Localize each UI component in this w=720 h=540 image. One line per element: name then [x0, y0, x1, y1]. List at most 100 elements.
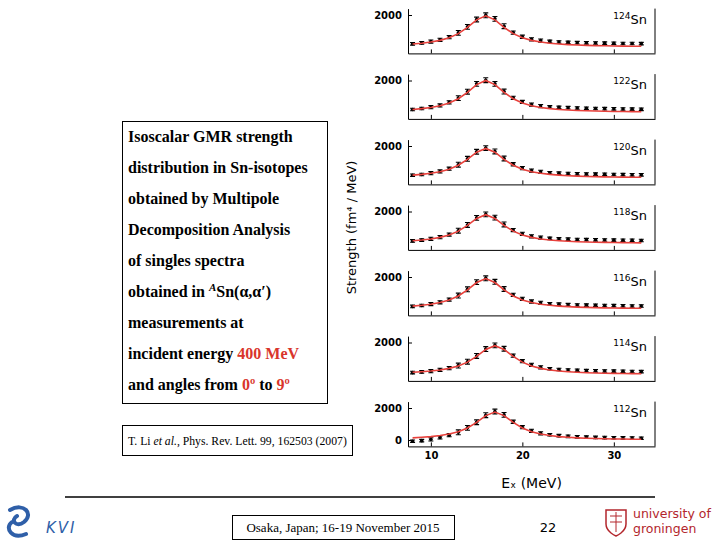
tick-mark: [522, 246, 523, 250]
error-bar: [620, 370, 625, 373]
marks: [410, 212, 644, 243]
error-bar: [602, 107, 607, 110]
reference-run: , Phys. Rev. Lett. 99, 162503 (2007): [177, 435, 347, 448]
tick: [431, 246, 432, 250]
text-line: distribution in Sn-isotopes: [128, 159, 308, 177]
frame-line: [655, 205, 656, 250]
error-bar: [575, 369, 580, 372]
text-run: of singles spectra: [128, 252, 244, 270]
data-point: [612, 42, 616, 46]
text-run: obtained by Multipole: [128, 190, 279, 208]
frame-line: [655, 140, 656, 185]
text-line: measurements at: [128, 314, 244, 331]
error-bar: [611, 42, 616, 45]
tick: [614, 49, 615, 53]
tick: 2000: [374, 206, 412, 217]
error-bar: [620, 42, 625, 45]
tick-mark: [522, 115, 523, 119]
tick-mark: [431, 377, 432, 381]
reference-box: T. Li et al., Phys. Rev. Lett. 99, 16250…: [123, 426, 353, 456]
error-bar: [611, 108, 616, 111]
y-axis: 2000: [374, 337, 412, 382]
text-run: distribution in Sn-isotopes: [128, 159, 308, 177]
error-bar: [593, 107, 598, 110]
data-point: [621, 107, 625, 111]
error-bar: [584, 369, 589, 372]
reference-run: T. Li: [128, 435, 153, 448]
tick: [522, 49, 523, 53]
fit-line: [413, 279, 642, 309]
error-bar: [630, 174, 635, 177]
text-line: Decomposition Analysis: [128, 221, 290, 239]
logo-text: university of: [633, 506, 711, 521]
fit-line: [413, 16, 642, 46]
data-point: [621, 370, 625, 374]
logo-icon: [610, 512, 622, 532]
data-point: [639, 173, 643, 177]
error-bar: [620, 305, 625, 308]
tick-mark: [522, 180, 523, 184]
error-bar: [611, 304, 616, 307]
fit-line: [413, 346, 642, 374]
data-point: [639, 370, 643, 374]
footer-rule: [65, 496, 655, 498]
y-axis: 2000: [374, 140, 412, 185]
error-bar: [584, 173, 589, 176]
data-point: [566, 41, 570, 45]
tick: [614, 180, 615, 184]
panel-title: 114Sn: [613, 338, 647, 354]
error-bar: [639, 305, 644, 308]
x-axis: [409, 246, 656, 251]
marks: [410, 276, 644, 308]
footer-text: Osaka, Japan; 16-19 November 2015: [246, 520, 439, 535]
tick-mark: [614, 180, 615, 184]
text-line: and angles from 0º to 9º: [128, 376, 290, 394]
data-point: [594, 304, 598, 308]
error-bar: [566, 303, 571, 306]
tick-mark: [431, 311, 432, 315]
data-point: [594, 107, 598, 111]
data-point: [585, 107, 589, 111]
error-bar: [630, 42, 635, 45]
panel: 2000118Sn: [374, 205, 655, 250]
error-bar: [566, 172, 571, 175]
error-bar: [630, 305, 635, 308]
data-point: [603, 304, 607, 308]
error-bar: [593, 42, 598, 45]
text-line: obtained in ASn(α,α′): [128, 281, 271, 301]
error-bar: [575, 238, 580, 241]
data-point: [630, 239, 634, 243]
background: [0, 0, 720, 540]
error-bar: [584, 238, 589, 241]
data-point: [630, 370, 634, 374]
text-run: incident energy: [128, 345, 237, 363]
x-axis: 102030: [409, 442, 656, 461]
tick: [431, 311, 432, 315]
text-run: to: [255, 376, 276, 393]
logo-text: groningen: [633, 521, 696, 536]
text-line: of singles spectra: [128, 252, 244, 270]
tick-label: 0: [395, 435, 402, 446]
tick-mark: [614, 49, 615, 53]
axis-line: [409, 184, 656, 185]
tick-mark: [614, 442, 615, 446]
error-bar: [639, 174, 644, 177]
tick-mark: [408, 15, 412, 16]
axis-line: [409, 53, 656, 54]
text-line: obtained by Multipole: [128, 190, 279, 208]
error-bar: [602, 173, 607, 176]
data-point: [411, 439, 415, 443]
data-point: [594, 41, 598, 45]
error-bar: [639, 108, 644, 111]
tick-mark: [431, 115, 432, 119]
slide: 2000124Sn2000122Sn2000120Sn2000118Sn2000…: [0, 0, 720, 540]
tick: [522, 115, 523, 119]
error-bar: [593, 239, 598, 242]
tick: 2000: [374, 337, 412, 348]
text-line: incident energy 400 MeV: [128, 345, 300, 363]
marks: [410, 13, 644, 46]
marks: [410, 146, 644, 178]
data-point: [603, 369, 607, 373]
error-bar: [584, 107, 589, 110]
data-point: [603, 173, 607, 177]
